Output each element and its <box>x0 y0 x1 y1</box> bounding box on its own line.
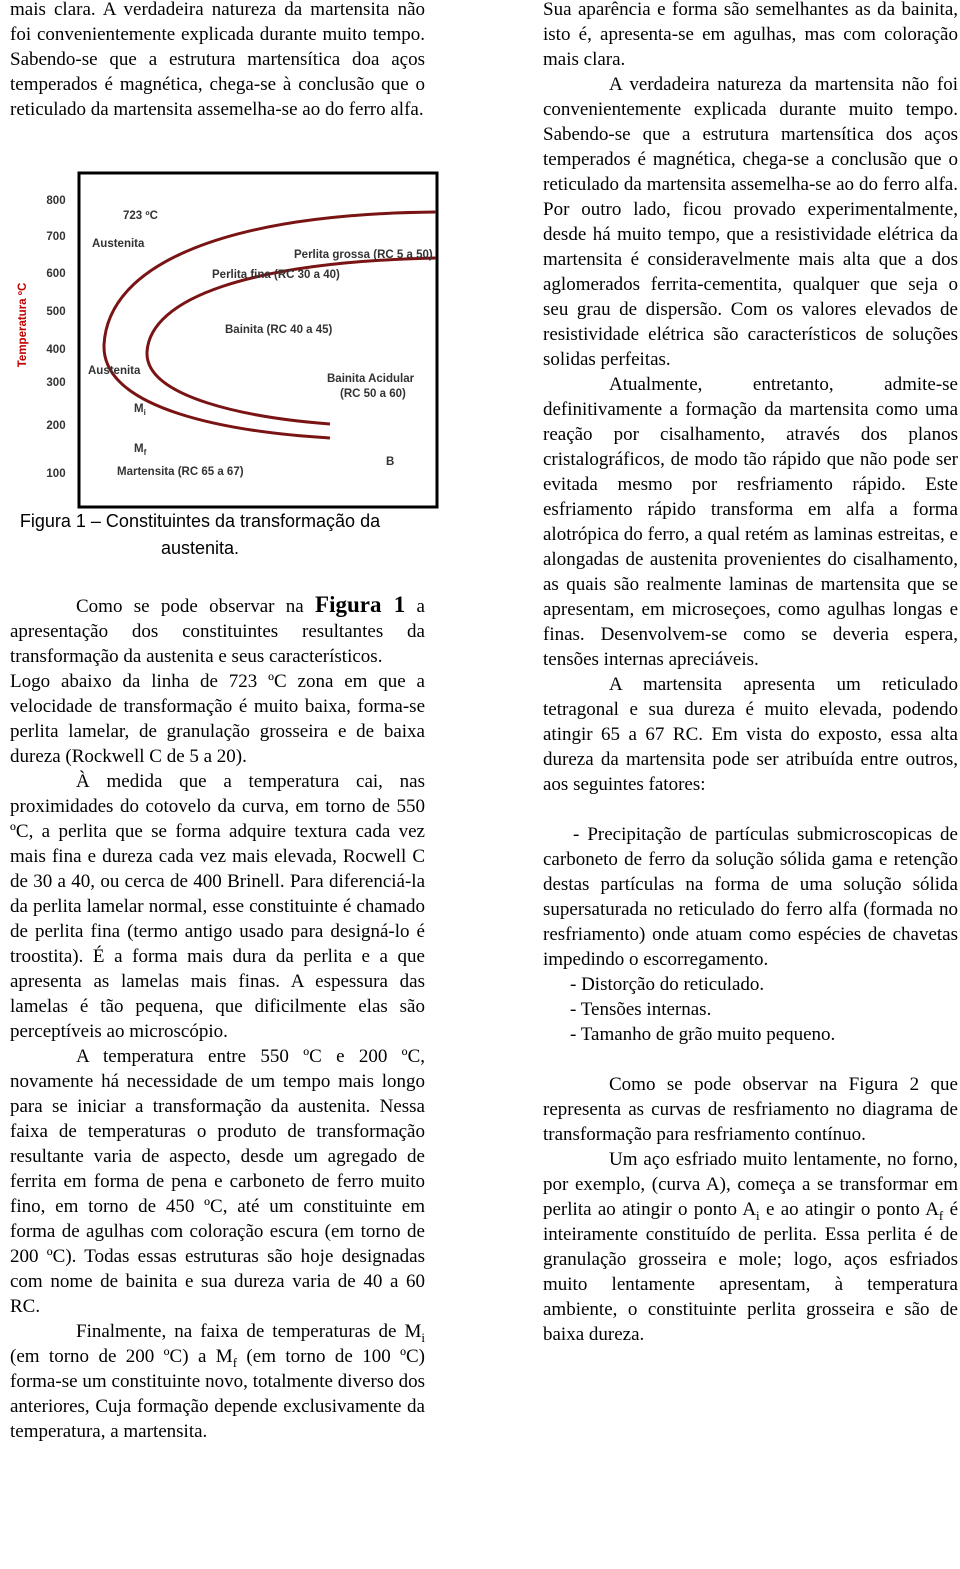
y-tick-label: 100 <box>46 468 65 480</box>
paragraph: Logo abaixo da linha de 723 ºC zona em q… <box>10 671 425 767</box>
y-tick-label: 800 <box>46 195 65 207</box>
text: M <box>134 403 144 415</box>
text: i <box>421 1329 425 1345</box>
paragraph: À medida que a temperatura cai, nas prox… <box>10 771 425 1042</box>
label: Austenita <box>88 365 141 377</box>
figure-frame <box>77 171 439 509</box>
right-column: Sua aparência e forma são semelhantes as… <box>543 0 958 1347</box>
left-column-body: Como se pode observar na Figura 1 a apre… <box>10 592 425 1444</box>
paragraph: Sua aparência e forma são semelhantes as… <box>543 0 958 70</box>
text: (em torno de 200 ºC) a M <box>10 1346 233 1367</box>
paragraph: A temperatura entre 550 ºC e 200 ºC, nov… <box>10 1046 425 1317</box>
label: Mi <box>134 403 146 417</box>
list-item: - Distorção do reticulado. <box>570 974 765 995</box>
text: f <box>144 448 147 457</box>
y-tick-label: 500 <box>46 306 65 318</box>
paragraph: mais clara. A verdadeira natureza da mar… <box>10 0 425 120</box>
y-tick-label: 200 <box>46 420 65 432</box>
text: é inteiramente constituído de perlita. E… <box>543 1199 959 1345</box>
label: Martensita (RC 65 a 67) <box>117 466 244 478</box>
paragraph: Um aço esfriado muito lentamente, no for… <box>543 1147 958 1347</box>
text: i <box>144 408 146 417</box>
paragraph: Finalmente, na faixa de temperaturas de … <box>10 1319 425 1444</box>
figure-caption: Figura 1 – Constituintes da transformaçã… <box>19 511 381 558</box>
text: Como se pode observar na <box>76 596 316 617</box>
label: Austenita <box>92 238 145 250</box>
label: Bainita Acidular <box>327 373 415 385</box>
text: Figura 1 <box>315 592 406 617</box>
label: B <box>386 456 394 468</box>
text: f <box>232 1354 238 1370</box>
curve-start <box>102 210 437 440</box>
left-column: mais clara. A verdadeira natureza da mar… <box>10 0 425 122</box>
text: M <box>134 443 144 455</box>
text: Finalmente, na faixa de temperaturas de … <box>76 1321 422 1342</box>
y-ticks: 800 700 600 500 400 300 200 100 <box>46 195 65 480</box>
paragraph: Como se pode observar na Figura 1 a apre… <box>10 592 425 669</box>
label: (RC 50 a 60) <box>340 388 406 400</box>
paragraph: Como se pode observar na Figura 2 que re… <box>543 1074 958 1145</box>
label: Perlita grossa (RC 5 a 50) <box>294 249 433 261</box>
text: i <box>756 1207 760 1223</box>
paragraph: Atualmente, entretanto, admite-se defini… <box>543 374 958 670</box>
paragraph: A verdadeira natureza da martensita não … <box>543 74 958 370</box>
y-tick-label: 700 <box>46 231 65 243</box>
label: Mf <box>134 443 147 457</box>
label: Bainita (RC 40 a 45) <box>225 324 333 336</box>
y-tick-label: 600 <box>46 268 65 280</box>
y-axis-title: Temperatura ºC <box>17 283 29 368</box>
y-tick-label: 400 <box>46 344 65 356</box>
text: Um aço esfriado muito lentamente, no for… <box>543 1149 958 1220</box>
text: (em torno de 100 ºC) forma-se um constit… <box>10 1346 425 1442</box>
text: a apresentação dos constituintes resulta… <box>10 596 425 667</box>
curve-end <box>145 256 437 426</box>
label: 723 ºC <box>123 210 158 222</box>
figure: Temperatura ºC 800700600500400300200100 … <box>17 171 439 509</box>
text: e ao atingir o ponto A <box>759 1199 939 1220</box>
list-item: - Tamanho de grão muito pequeno. <box>570 1024 836 1045</box>
paragraph: A martensita apresenta um reticulado tet… <box>543 674 958 795</box>
label: Perlita fina (RC 30 a 40) <box>212 269 340 281</box>
list-item: - Tensões internas. <box>570 999 712 1020</box>
list-item: - Precipitação de partículas submicrosco… <box>543 824 958 970</box>
text: f <box>938 1207 944 1223</box>
y-tick-label: 300 <box>46 377 65 389</box>
